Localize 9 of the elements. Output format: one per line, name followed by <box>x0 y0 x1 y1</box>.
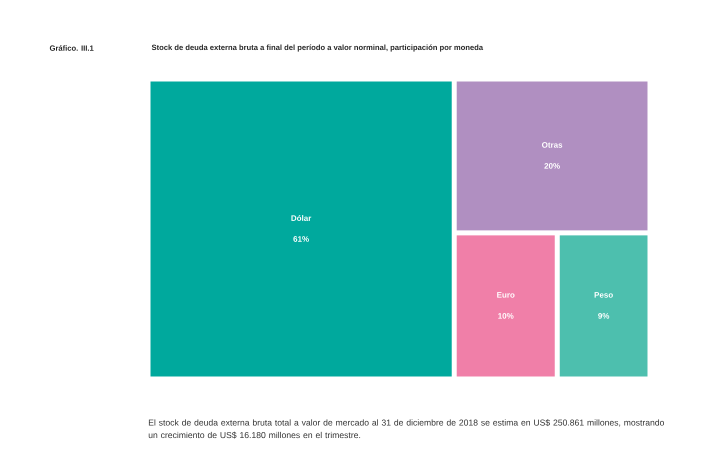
data-label: 61% <box>293 236 309 242</box>
category-label: Otras <box>542 142 562 148</box>
category-label: Peso <box>594 292 613 298</box>
data-label: 9% <box>598 313 610 319</box>
category-label: Dólar <box>291 215 312 221</box>
data-label: 20% <box>544 163 560 169</box>
text: El stock de deuda externa bruta total a valor de mercado al 31 de diciembre de 2018 se estima en US$ 250.861 millones, mostrando un crecimiento de US$ 16.180 millones en el trimestre. <box>148 419 664 439</box>
data-label: 10% <box>498 313 514 319</box>
category-label: Euro <box>497 292 515 298</box>
